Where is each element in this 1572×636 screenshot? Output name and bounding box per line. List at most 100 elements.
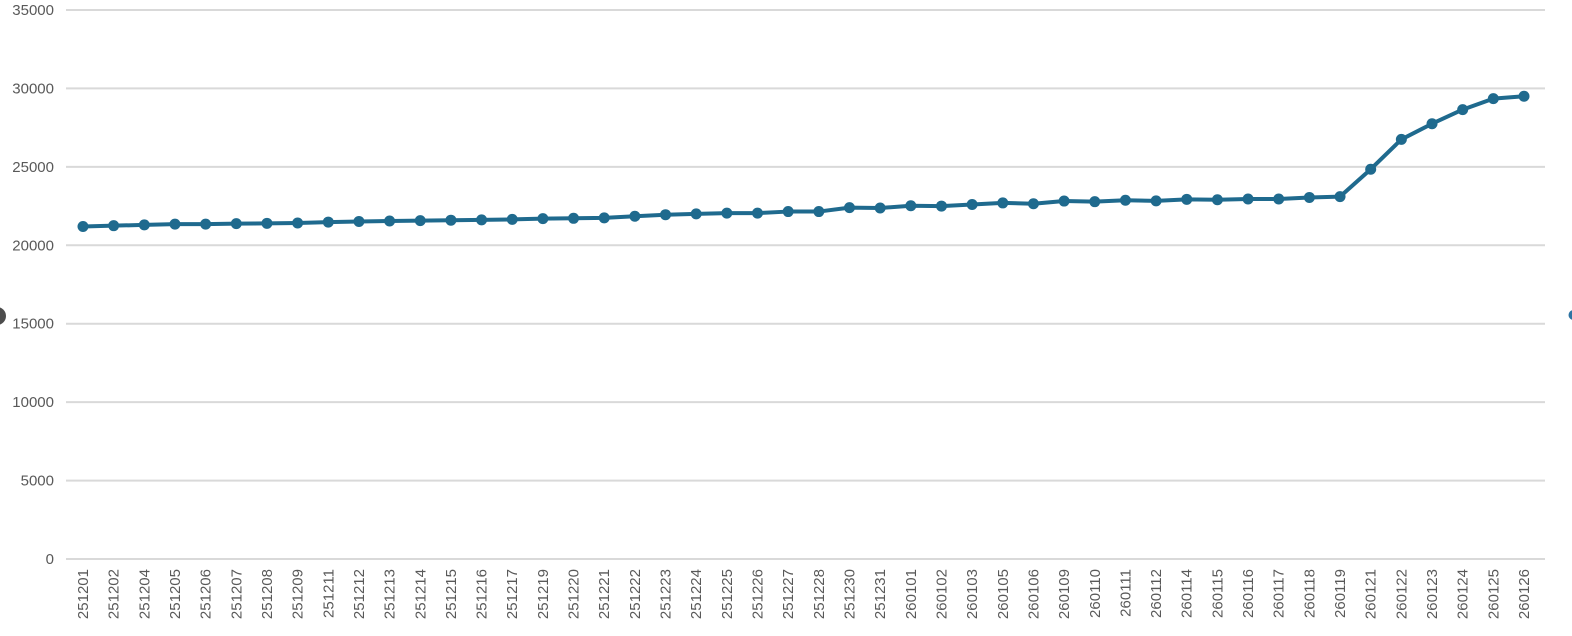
x-axis-tick-label: 260101 bbox=[903, 569, 920, 619]
data-point-marker bbox=[506, 213, 518, 225]
y-axis-tick-label: 5000 bbox=[21, 473, 54, 490]
x-axis-tick-label: 260105 bbox=[995, 569, 1012, 619]
data-point-marker bbox=[905, 200, 917, 212]
data-point-marker bbox=[1457, 104, 1469, 116]
x-axis-tick-label: 251216 bbox=[474, 569, 491, 619]
x-axis-tick-label: 251212 bbox=[351, 569, 368, 619]
y-axis-tick-label: 20000 bbox=[12, 237, 54, 254]
data-point-marker bbox=[568, 212, 580, 224]
x-axis-tick-label: 260114 bbox=[1179, 569, 1196, 618]
x-axis-tick-label: 251228 bbox=[811, 569, 828, 619]
data-point-marker bbox=[77, 220, 89, 232]
x-axis-tick-label: 260109 bbox=[1056, 569, 1073, 619]
data-point-marker bbox=[1242, 193, 1254, 205]
data-point-marker bbox=[169, 218, 181, 230]
data-point-marker bbox=[1027, 198, 1039, 210]
data-point-marker bbox=[1273, 193, 1285, 205]
x-axis-tick-label: 260117 bbox=[1271, 569, 1288, 618]
data-point-marker bbox=[598, 212, 610, 224]
x-axis-tick-label: 251202 bbox=[106, 569, 123, 619]
y-axis-tick-label: 30000 bbox=[12, 80, 54, 97]
y-axis-tick-label: 15000 bbox=[12, 316, 54, 333]
x-axis-tick-label: 260116 bbox=[1240, 569, 1257, 618]
data-point-marker bbox=[230, 218, 242, 230]
x-axis-tick-label: 251217 bbox=[504, 569, 521, 619]
x-axis-tick-label: 260126 bbox=[1516, 569, 1533, 619]
data-point-marker bbox=[1518, 90, 1530, 102]
x-axis-tick-label: 251213 bbox=[382, 569, 399, 619]
x-axis-tick-label: 260125 bbox=[1485, 569, 1502, 619]
x-axis-tick-label: 251206 bbox=[198, 569, 215, 619]
x-axis-tick-label: 251221 bbox=[596, 569, 613, 619]
x-axis-tick-label: 260119 bbox=[1332, 569, 1349, 618]
data-point-marker bbox=[1211, 194, 1223, 206]
x-axis-tick-label: 251209 bbox=[290, 569, 307, 619]
x-axis-tick-label: 251215 bbox=[443, 569, 460, 619]
x-axis-tick-label: 260123 bbox=[1424, 569, 1441, 619]
x-axis-tick-label: 251230 bbox=[841, 569, 858, 619]
left-edge-nav-icon[interactable] bbox=[0, 307, 6, 325]
data-point-marker bbox=[292, 217, 304, 229]
data-point-marker bbox=[322, 216, 334, 228]
x-axis-tick-label: 251201 bbox=[75, 569, 92, 619]
data-point-marker bbox=[813, 206, 825, 218]
data-point-marker bbox=[1119, 194, 1131, 206]
x-axis-tick-label: 251208 bbox=[259, 569, 276, 619]
data-point-marker bbox=[935, 200, 947, 212]
data-point-marker bbox=[200, 218, 212, 230]
data-point-marker bbox=[660, 209, 672, 221]
x-axis-tick-label: 251214 bbox=[412, 569, 429, 619]
data-point-marker bbox=[1181, 193, 1193, 205]
y-axis-tick-label: 35000 bbox=[12, 2, 54, 19]
x-axis-tick-label: 251225 bbox=[719, 569, 736, 619]
x-axis-tick-label: 260112 bbox=[1148, 569, 1165, 618]
x-axis-tick-label: 251204 bbox=[136, 569, 153, 619]
data-point-marker bbox=[782, 206, 794, 218]
right-edge-nav-icon[interactable] bbox=[1568, 310, 1572, 320]
x-axis-tick-label: 251223 bbox=[658, 569, 675, 619]
x-axis-tick-label: 260111 bbox=[1117, 569, 1134, 617]
data-point-marker bbox=[138, 219, 150, 231]
data-point-marker bbox=[1058, 195, 1070, 207]
data-point-marker bbox=[537, 213, 549, 225]
x-axis-tick-label: 251231 bbox=[872, 569, 889, 619]
data-point-marker bbox=[353, 215, 365, 227]
data-point-marker bbox=[1395, 133, 1407, 145]
data-point-marker bbox=[997, 197, 1009, 209]
data-point-marker bbox=[1150, 195, 1162, 207]
y-axis-tick-label: 25000 bbox=[12, 159, 54, 176]
x-axis-tick-label: 251205 bbox=[167, 569, 184, 619]
x-axis-tick-label: 251227 bbox=[780, 569, 797, 619]
x-axis-tick-label: 260106 bbox=[1025, 569, 1042, 619]
data-point-marker bbox=[1089, 196, 1101, 208]
y-axis-tick-label: 10000 bbox=[12, 394, 54, 411]
data-point-marker bbox=[1365, 163, 1377, 175]
x-axis-tick-label: 251224 bbox=[688, 569, 705, 619]
data-point-marker bbox=[629, 210, 641, 222]
x-axis-tick-label: 260115 bbox=[1209, 569, 1226, 618]
data-point-marker bbox=[476, 214, 488, 226]
x-axis-tick-label: 260122 bbox=[1393, 569, 1410, 619]
x-axis-tick-label: 260124 bbox=[1455, 569, 1472, 619]
data-point-marker bbox=[384, 215, 396, 227]
data-point-marker bbox=[1303, 191, 1315, 203]
series-line bbox=[81, 94, 1526, 229]
data-point-marker bbox=[690, 208, 702, 220]
data-point-marker bbox=[414, 215, 426, 227]
x-axis-tick-label: 251222 bbox=[627, 569, 644, 619]
data-point-marker bbox=[721, 207, 733, 219]
x-axis-tick-label: 260121 bbox=[1363, 569, 1380, 619]
x-axis-tick-label: 260103 bbox=[964, 569, 981, 619]
x-axis-tick-label: 260110 bbox=[1087, 569, 1104, 618]
x-axis-tick-label: 251226 bbox=[750, 569, 767, 619]
data-point-marker bbox=[1334, 191, 1346, 203]
x-axis-tick-label: 251211 bbox=[320, 569, 337, 618]
data-point-marker bbox=[261, 217, 273, 229]
data-point-marker bbox=[445, 214, 457, 226]
data-point-marker bbox=[874, 202, 886, 214]
x-axis-tick-label: 260118 bbox=[1301, 569, 1318, 618]
x-axis-tick-label: 251207 bbox=[228, 569, 245, 619]
data-point-marker bbox=[752, 207, 764, 219]
